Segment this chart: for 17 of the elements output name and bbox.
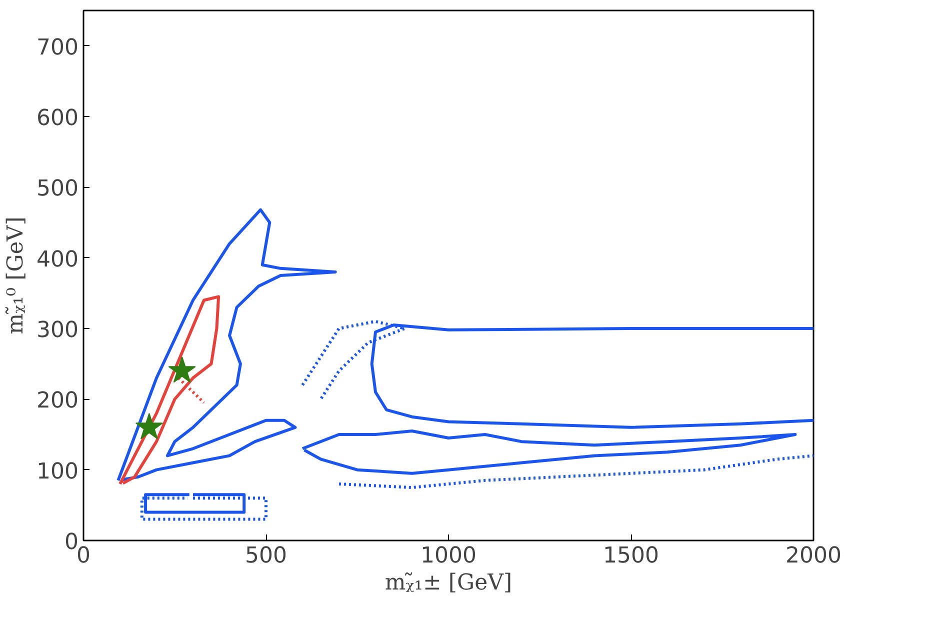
line-series (116, 208, 337, 482)
y-tick-label: 100 (36, 459, 79, 484)
line-series (338, 454, 814, 489)
x-tick-label: 2000 (786, 544, 842, 568)
y-tick-label: 400 (36, 247, 79, 272)
y-tick-label: 600 (36, 106, 79, 131)
x-tick-label: 1500 (603, 544, 660, 568)
x-tick-label: 1000 (420, 544, 477, 568)
y-tick-label: 300 (36, 318, 79, 343)
y-axis-title: mᵪ̃₁⁰ [GeV] (4, 216, 29, 334)
line-series (118, 295, 220, 486)
x-axis-title: mᵪ̃₁± [GeV] (384, 570, 512, 596)
y-tick-label: 500 (36, 176, 79, 202)
line-series (301, 429, 797, 475)
y-tick-label: 700 (36, 35, 79, 60)
y-tick-label: 200 (36, 388, 79, 414)
x-tick-label: 500 (245, 544, 288, 568)
